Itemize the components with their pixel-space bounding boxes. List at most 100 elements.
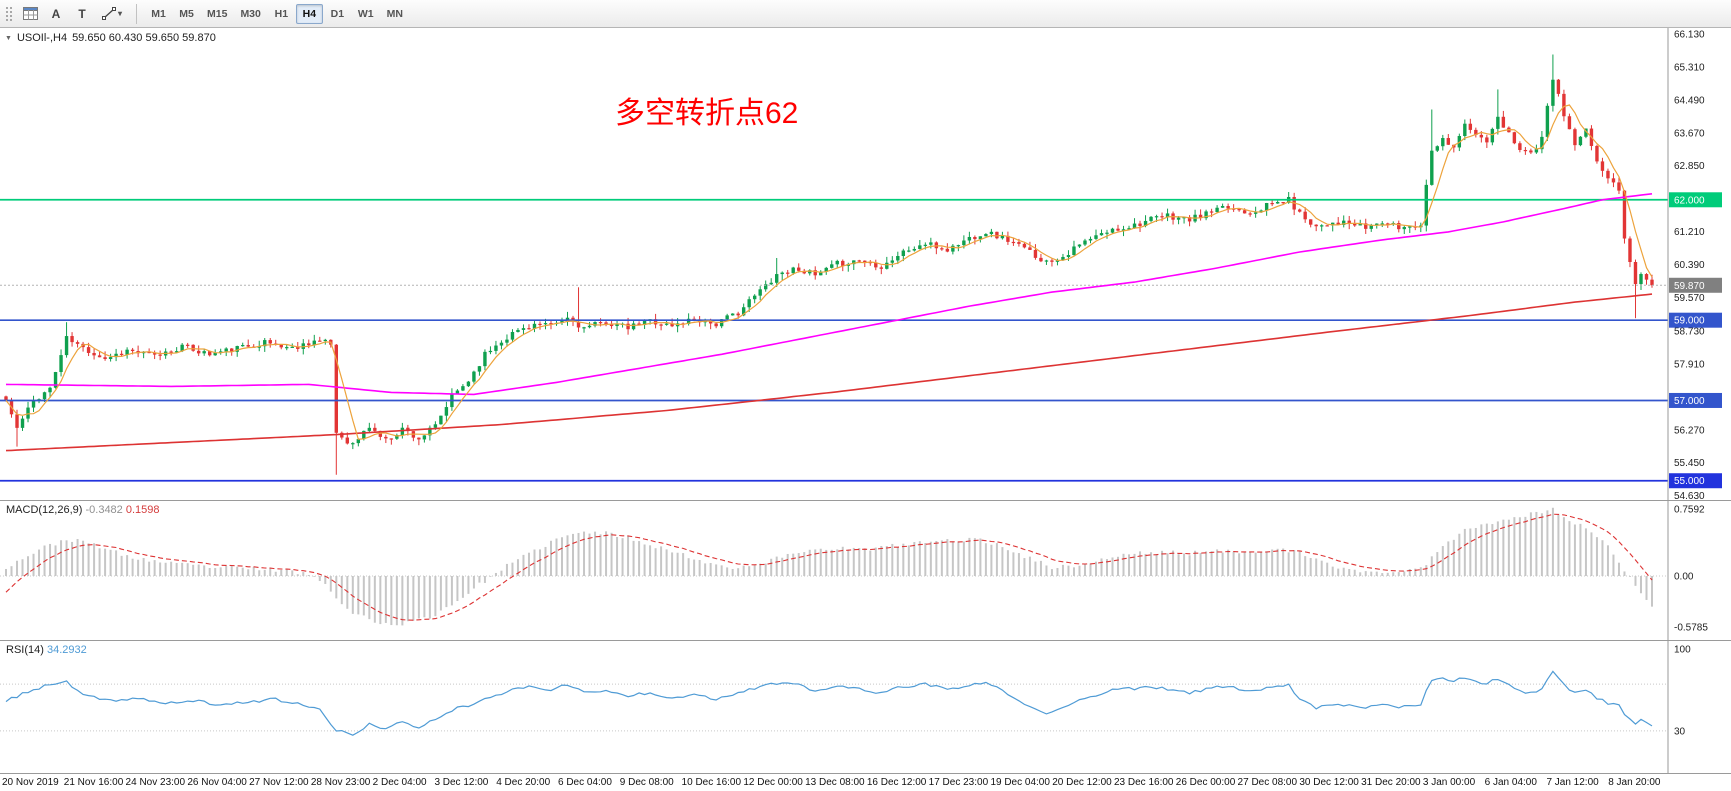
svg-text:54.630: 54.630	[1674, 491, 1705, 500]
toolbar-grip-handle[interactable]	[4, 4, 12, 23]
svg-text:65.310: 65.310	[1674, 62, 1705, 73]
macd-name: MACD(12,26,9)	[6, 504, 83, 516]
time-label: 26 Nov 04:00	[187, 777, 247, 788]
macd-signal-value: 0.1598	[125, 504, 160, 516]
time-label: 31 Dec 20:00	[1361, 777, 1421, 788]
time-label: 6 Dec 04:00	[558, 777, 612, 788]
svg-text:56.270: 56.270	[1674, 425, 1705, 436]
trendline-tool-button[interactable]: ▾	[96, 3, 128, 25]
time-label: 8 Jan 20:00	[1608, 777, 1661, 788]
timeframe-mn[interactable]: MN	[386, 7, 403, 20]
svg-text:62.000: 62.000	[1674, 195, 1705, 206]
timeframe-m15[interactable]: M15	[207, 7, 228, 20]
timeframe-m5[interactable]: M5	[179, 7, 194, 20]
time-label: 28 Nov 23:00	[310, 777, 371, 788]
time-label: 21 Nov 16:00	[63, 777, 124, 788]
time-label: 13 Dec 08:00	[805, 777, 865, 788]
candles-layer	[4, 54, 1654, 475]
dropdown-caret-icon: ▾	[117, 9, 122, 18]
chart-annotation-text[interactable]: 多空转折点62	[615, 97, 799, 130]
svg-text:66.130: 66.130	[1674, 30, 1705, 41]
time-label: 10 Dec 16:00	[681, 777, 742, 788]
svg-text:58.730: 58.730	[1674, 327, 1705, 338]
toolbar: A T ▾ M1 M5 M15 M30 H1 H4 D1 W1 MN	[0, 0, 1731, 28]
macd-panel: 0.7592 0.00 -0.5785 MACD(12,26,9) -0.3482 …	[0, 500, 1731, 640]
timeframe-m30[interactable]: M30	[240, 7, 261, 20]
price-chart-panel: 66.130 65.310 64.490 63.670 62.850 61.210 60.3…	[0, 28, 1731, 500]
rsi-name: RSI(14)	[6, 644, 44, 656]
chart-title: ▼ USOIl-,H4 59.650 60.430 59.650 59.870	[5, 32, 216, 44]
time-label: 9 Dec 08:00	[619, 777, 674, 788]
price-chart-canvas[interactable]: 66.130 65.310 64.490 63.670 62.850 61.210 60.3…	[0, 28, 1731, 500]
chart-window-button[interactable]	[18, 3, 42, 25]
price-label-box	[1669, 277, 1722, 293]
time-label: 4 Dec 20:00	[496, 777, 551, 788]
timeframe-w1[interactable]: W1	[357, 7, 374, 20]
time-label: 24 Nov 23:00	[125, 777, 186, 788]
timeframe-d1[interactable]: D1	[330, 7, 345, 20]
time-label: 2 Dec 04:00	[372, 777, 427, 788]
macd-label: MACD(12,26,9) -0.3482 0.1598	[6, 504, 160, 516]
time-label: 30 Dec 12:00	[1299, 777, 1359, 788]
ma-slow-line	[5, 293, 1653, 452]
arrow-tool-button[interactable]: A	[51, 6, 61, 21]
svg-text:59.000: 59.000	[1674, 316, 1705, 327]
svg-text:60.390: 60.390	[1674, 260, 1705, 271]
svg-text:59.870: 59.870	[1674, 281, 1705, 292]
price-label-box	[1669, 192, 1722, 208]
timeframe-h4[interactable]: H4	[295, 3, 323, 24]
timeframe-h1[interactable]: H1	[274, 7, 289, 20]
svg-text:61.210: 61.210	[1674, 227, 1705, 238]
collapse-icon[interactable]: ▼	[5, 34, 12, 42]
rsi-value: 34.2932	[46, 644, 87, 656]
text-tool-button[interactable]: T	[78, 6, 86, 21]
svg-text:0.00: 0.00	[1674, 572, 1694, 583]
svg-text:62.850: 62.850	[1674, 161, 1705, 172]
time-label: 16 Dec 12:00	[866, 777, 927, 788]
timeframe-group: M1 M5 M15 M30 H1 H4 D1 W1 MN	[145, 3, 409, 24]
svg-text:100: 100	[1674, 645, 1691, 656]
macd-histogram	[5, 507, 1653, 626]
price-label-box	[1669, 473, 1722, 489]
macd-signal-line	[5, 513, 1653, 621]
time-label: 27 Dec 08:00	[1237, 777, 1298, 788]
time-label: 3 Dec 12:00	[434, 777, 489, 788]
time-label: 19 Dec 04:00	[990, 777, 1050, 788]
svg-text:55.000: 55.000	[1674, 476, 1705, 487]
time-label: 6 Jan 04:00	[1484, 777, 1537, 788]
price-label-box	[1669, 392, 1722, 408]
time-label: 20 Dec 12:00	[1052, 777, 1112, 788]
svg-text:-0.5785: -0.5785	[1674, 622, 1708, 633]
rsi-canvas[interactable]: 100 30	[0, 641, 1731, 773]
timeframe-m1[interactable]: M1	[151, 7, 166, 20]
time-label: 27 Nov 12:00	[249, 777, 309, 788]
rsi-panel: 100 30 RSI(14) 34.2932	[0, 640, 1731, 773]
toolbar-separator	[136, 3, 137, 24]
ma-fast-line	[5, 104, 1653, 440]
time-label: 12 Dec 00:00	[743, 777, 803, 788]
ma-mid-line	[5, 193, 1653, 396]
svg-text:30: 30	[1674, 726, 1686, 737]
svg-text:57.910: 57.910	[1674, 359, 1705, 370]
rsi-line	[5, 670, 1653, 736]
svg-text:57.000: 57.000	[1674, 396, 1705, 407]
time-label: 7 Jan 12:00	[1546, 777, 1599, 788]
time-label: 23 Dec 16:00	[1114, 777, 1174, 788]
macd-canvas[interactable]: 0.7592 0.00 -0.5785	[0, 501, 1731, 640]
macd-main-value: -0.3482	[85, 504, 123, 516]
svg-text:64.490: 64.490	[1674, 95, 1705, 106]
svg-text:63.670: 63.670	[1674, 128, 1705, 139]
svg-text:55.450: 55.450	[1674, 458, 1705, 469]
ohlc-values: 59.650 60.430 59.650 59.870	[72, 32, 216, 44]
time-label: 26 Dec 00:00	[1175, 777, 1236, 788]
symbol-timeframe: USOIl-,H4	[16, 32, 68, 44]
chart-window-icon	[22, 7, 38, 20]
time-axis[interactable]: 20 Nov 2019 21 Nov 16:00 24 Nov 23:00 26 No…	[0, 773, 1731, 791]
time-label: 20 Nov 2019	[2, 777, 59, 788]
time-label: 3 Jan 00:00	[1422, 777, 1476, 788]
trendline-icon	[101, 7, 116, 20]
svg-text:0.7592: 0.7592	[1674, 505, 1705, 516]
svg-text:59.570: 59.570	[1674, 293, 1705, 304]
rsi-label: RSI(14) 34.2932	[6, 644, 87, 656]
